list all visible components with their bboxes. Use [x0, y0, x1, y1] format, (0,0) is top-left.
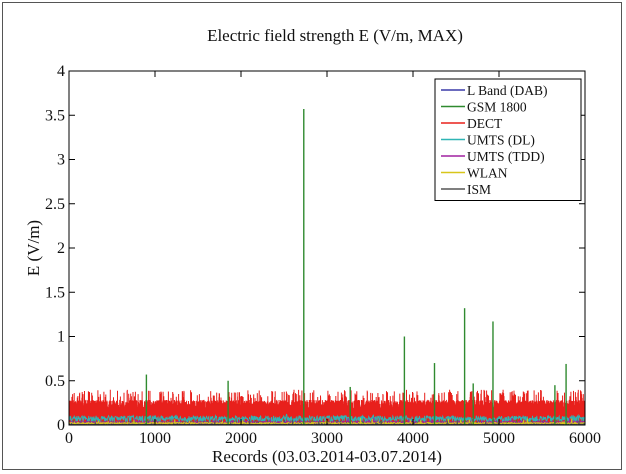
- legend-label: WLAN: [467, 166, 508, 181]
- axis-ticks: 0 1000 2000 3000 4000 5000 6000 0 0.5 1 1.5 2 2.5 3 3.…: [45, 63, 601, 447]
- x-tick-label: 4000: [397, 430, 429, 447]
- legend-label: UMTS (DL): [467, 133, 535, 148]
- x-tick-label: 5000: [483, 430, 515, 447]
- legend-label: GSM 1800: [467, 100, 527, 115]
- y-tick-label: 3: [57, 152, 65, 169]
- x-tick-label: 2000: [225, 430, 257, 447]
- chart-frame: Electric field strength E (V/m, MAX) 0 10…: [2, 2, 622, 470]
- y-tick-label: 2.5: [45, 196, 65, 213]
- legend-label: UMTS (TDD): [467, 149, 545, 164]
- chart-title: Electric field strength E (V/m, MAX): [207, 26, 463, 45]
- y-tick-label: 3.5: [45, 107, 65, 124]
- y-tick-label: 1.5: [45, 284, 65, 301]
- y-tick-label: 4: [57, 63, 65, 80]
- y-tick-label: 0: [57, 417, 65, 434]
- series-umts-dl: [68, 413, 586, 424]
- x-tick-label: 1000: [139, 430, 171, 447]
- chart-svg: Electric field strength E (V/m, MAX) 0 10…: [24, 26, 601, 466]
- x-tick-label: 0: [65, 430, 73, 447]
- y-axis-label: E (V/m): [24, 220, 43, 276]
- legend-label: DECT: [467, 116, 503, 131]
- y-tick-label: 1: [57, 329, 65, 346]
- y-tick-label: 0.5: [45, 373, 65, 390]
- x-tick-label: 6000: [569, 430, 601, 447]
- legend-label: L Band (DAB): [467, 83, 548, 98]
- legend-label: ISM: [467, 182, 491, 197]
- x-axis-label: Records (03.03.2014-03.07.2014): [212, 447, 442, 466]
- x-tick-label: 3000: [311, 430, 343, 447]
- y-tick-label: 2: [57, 240, 65, 257]
